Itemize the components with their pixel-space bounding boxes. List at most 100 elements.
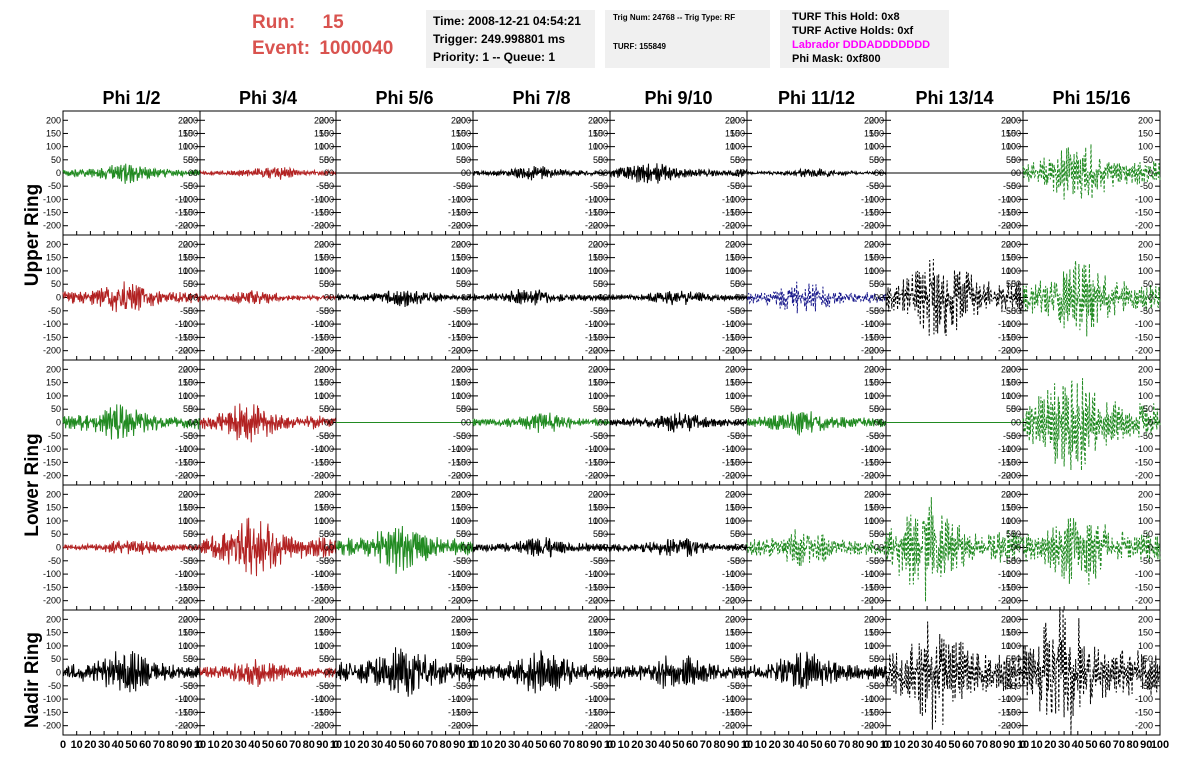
y-tick-label: -50 [321,681,334,691]
y-tick-label: -50 [1008,556,1021,566]
y-tick-label-right: -150 [861,457,879,467]
x-tick-label: 10 [71,739,83,751]
y-tick-label: 150 [319,378,334,388]
x-tick-label: 60 [139,739,151,751]
y-tick-label-right: -50 [1140,431,1153,441]
y-tick-label-right: 200 [451,614,466,624]
y-tick-label-right: -100 [448,319,466,329]
y-tick-label: -150 [43,208,61,218]
y-tick-label: -200 [43,721,61,731]
y-tick-label: 50 [51,279,61,289]
x-tick-label: 20 [84,739,96,751]
y-tick-label-right: 0 [874,418,879,428]
y-tick-label: -100 [316,194,334,204]
y-tick-label: 50 [324,155,334,165]
y-tick-label: -200 [866,221,884,231]
y-tick-label: -100 [316,569,334,579]
y-tick-label-right: -100 [448,569,466,579]
x-tick-label: 10 [604,739,616,751]
y-tick-label-right: 50 [183,654,193,664]
y-tick-label: 150 [46,378,61,388]
x-tick-label: 30 [1058,739,1070,751]
y-tick-label: -50 [321,431,334,441]
y-tick-label-right: 150 [864,253,879,263]
run-value: 15 [322,12,344,33]
y-tick-label-right: 0 [1011,668,1016,678]
waveform-trace [609,163,748,184]
y-tick-label-right: -200 [311,596,329,606]
y-tick-label: -100 [43,444,61,454]
waveform-trace [199,290,337,305]
y-tick-label: 0 [740,668,745,678]
trig-num-line: Trig Num: 24768 -- Trig Type: RF [613,13,736,22]
y-tick-label-right: -150 [585,707,603,717]
y-tick-label-right: -50 [590,681,603,691]
y-tick-label-right: 0 [598,668,603,678]
y-tick-label: 100 [46,641,61,651]
y-tick-label-right: -200 [722,721,740,731]
y-tick-label-right: -50 [180,306,193,316]
y-tick-label: 50 [598,529,608,539]
y-tick-label-right: -50 [727,681,740,691]
y-tick-label: -100 [453,694,471,704]
y-tick-label-right: -150 [861,332,879,342]
y-tick-label-right: -150 [311,707,329,717]
y-tick-label: 100 [593,641,608,651]
y-tick-label-right: -150 [1135,208,1153,218]
x-tick-label: 0 [607,739,613,751]
y-tick-label-right: -50 [453,681,466,691]
y-tick-label: 50 [1011,654,1021,664]
y-tick-label-right: 0 [735,668,740,678]
y-tick-label: 0 [740,168,745,178]
y-tick-label: 100 [183,516,198,526]
y-tick-label: -50 [185,431,198,441]
y-tick-label: -200 [590,471,608,481]
y-tick-label: 100 [319,391,334,401]
y-tick-label-right: -100 [448,444,466,454]
y-tick-label-right: 50 [593,529,603,539]
waveform-trace [472,650,611,694]
y-tick-label: 150 [319,253,334,263]
x-tick-label: 20 [357,739,369,751]
y-tick-label-right: 150 [451,503,466,513]
x-tick-label: 90 [180,739,192,751]
y-tick-label-right: 0 [1148,293,1153,303]
y-tick-label: 200 [730,489,745,499]
y-tick-label: 150 [730,253,745,263]
y-tick-label-right: 50 [593,654,603,664]
y-tick-label-right: -100 [175,319,193,329]
x-tick-label: 70 [289,739,301,751]
y-tick-label-right: 200 [178,239,193,249]
y-tick-label-right: 200 [864,364,879,374]
column-header: Phi 9/10 [644,88,712,108]
y-tick-label-right: -100 [448,694,466,704]
y-tick-label: -150 [453,457,471,467]
y-tick-label-right: 200 [1001,614,1016,624]
y-tick-label-right: 150 [725,128,740,138]
y-tick-label: 100 [1006,641,1021,651]
y-tick-label: -150 [866,208,884,218]
y-tick-label-right: 150 [451,253,466,263]
y-tick-label: 0 [466,418,471,428]
waveform-trace [1022,607,1161,736]
y-tick-label-right: 200 [588,115,603,125]
waveform-trace [472,537,611,558]
y-tick-label-right: -50 [316,306,329,316]
y-tick-label-right: 200 [1138,115,1153,125]
y-tick-label-right: -50 [866,306,879,316]
y-tick-label-right: -50 [866,556,879,566]
y-tick-label-right: 0 [188,543,193,553]
x-tick-label: 30 [235,739,247,751]
y-tick-label: -100 [453,569,471,579]
y-tick-label: 200 [1006,115,1021,125]
y-tick-label: 0 [466,668,471,678]
y-tick-label: 200 [869,239,884,249]
y-tick-label-right: -200 [998,721,1016,731]
y-tick-label: 150 [593,628,608,638]
y-tick-label-right: -50 [866,181,879,191]
y-tick-label-right: 50 [593,404,603,414]
y-tick-label-right: 150 [178,378,193,388]
y-tick-label: 150 [1006,128,1021,138]
y-tick-label: -100 [590,694,608,704]
y-tick-label: 150 [319,128,334,138]
